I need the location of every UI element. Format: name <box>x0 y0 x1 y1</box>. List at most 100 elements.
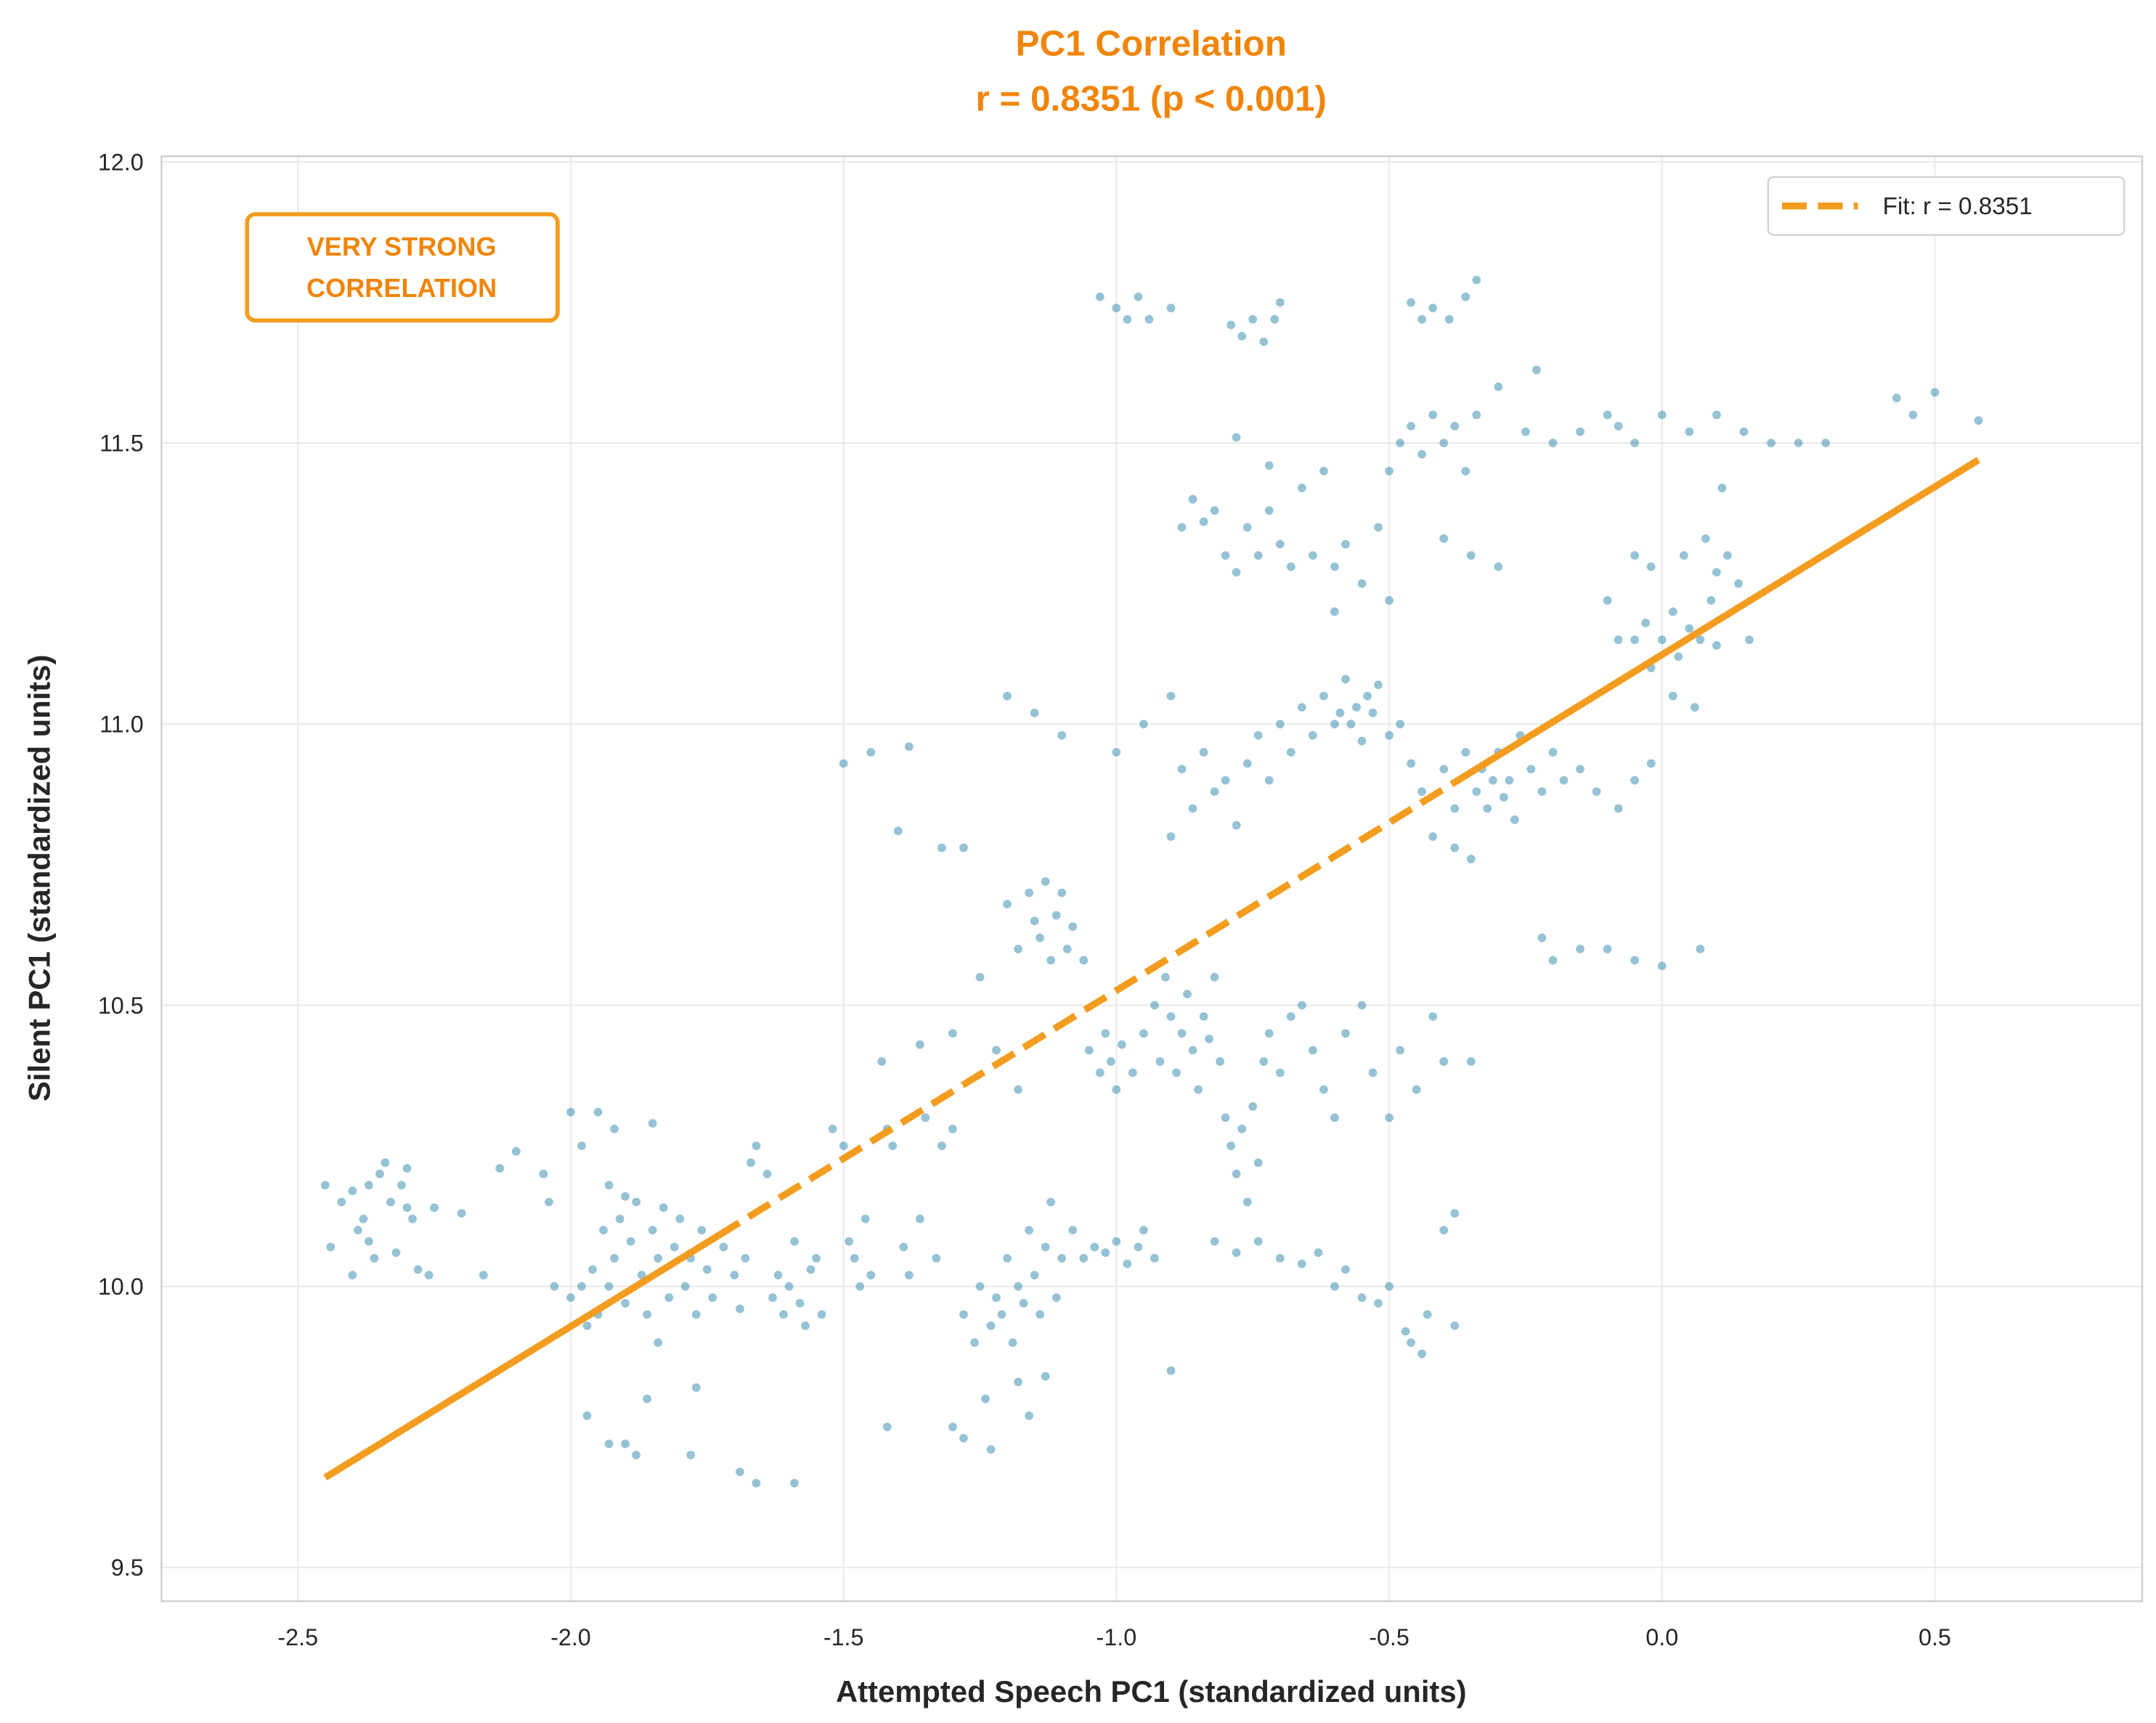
data-point <box>1466 855 1476 864</box>
x-tick-label: 0.0 <box>1646 1624 1678 1650</box>
data-point <box>1439 534 1449 543</box>
data-point <box>937 1141 946 1150</box>
data-point <box>1319 1085 1328 1094</box>
data-point <box>1407 759 1416 768</box>
data-point <box>1216 1057 1225 1066</box>
data-point <box>959 1433 968 1443</box>
data-point <box>1614 635 1623 645</box>
data-point <box>1139 1029 1148 1038</box>
data-point <box>1275 539 1285 549</box>
x-tick-label: -1.0 <box>1097 1624 1137 1650</box>
legend-label: Fit: r = 0.8351 <box>1883 193 2033 220</box>
data-point <box>1396 439 1404 448</box>
data-point <box>1401 1327 1410 1336</box>
legend-frame <box>1767 176 2126 236</box>
data-point <box>1444 314 1454 324</box>
data-point <box>1046 1197 1056 1207</box>
data-point <box>1128 1068 1137 1078</box>
data-point <box>1417 1349 1427 1359</box>
data-point <box>1314 1248 1323 1258</box>
data-point <box>1603 410 1612 420</box>
data-point <box>582 1321 592 1330</box>
data-point <box>1352 703 1361 712</box>
data-point <box>539 1169 548 1178</box>
data-point <box>670 1242 679 1252</box>
data-point <box>680 1282 690 1291</box>
data-point <box>948 1029 957 1038</box>
x-axis-label: Attempted Speech PC1 (standardized units… <box>836 1674 1467 1708</box>
data-point <box>1630 635 1640 645</box>
data-point <box>1199 748 1208 757</box>
data-point <box>948 1422 957 1432</box>
data-point <box>1112 1237 1121 1246</box>
data-point <box>1668 607 1677 616</box>
data-point <box>1155 1057 1165 1066</box>
data-point <box>348 1186 357 1195</box>
data-point <box>1657 961 1667 971</box>
y-tick-label: 10.5 <box>98 993 144 1019</box>
data-point <box>320 1181 330 1190</box>
data-point <box>1685 624 1694 633</box>
data-point <box>430 1203 439 1213</box>
data-point <box>1696 635 1705 645</box>
data-point <box>1335 708 1345 717</box>
y-tick-label: 12.0 <box>98 149 144 175</box>
data-point <box>1745 635 1754 645</box>
data-point <box>1041 877 1050 887</box>
data-point <box>1717 484 1727 492</box>
data-point <box>1385 1113 1394 1123</box>
data-point <box>348 1271 357 1280</box>
data-point <box>1712 410 1721 420</box>
data-point <box>866 1271 876 1280</box>
data-point <box>1275 298 1285 307</box>
data-point <box>626 1237 635 1246</box>
data-point <box>1974 416 1983 425</box>
data-point <box>779 1310 788 1319</box>
data-point <box>664 1293 674 1303</box>
data-point <box>1297 703 1306 712</box>
data-point <box>1407 1338 1416 1347</box>
data-point <box>1374 1299 1383 1308</box>
data-point <box>632 1197 641 1207</box>
data-point <box>632 1451 641 1459</box>
data-point <box>861 1214 870 1223</box>
data-point <box>604 1282 614 1291</box>
data-point <box>1488 775 1497 785</box>
data-point <box>1407 298 1416 307</box>
data-point <box>1385 730 1394 740</box>
data-point <box>1297 484 1306 492</box>
data-point <box>1417 314 1427 324</box>
data-point <box>1308 1046 1317 1055</box>
x-tick-label: 0.5 <box>1919 1624 1951 1650</box>
data-point <box>1385 1282 1394 1291</box>
data-point <box>1210 506 1219 515</box>
data-point <box>801 1321 810 1330</box>
data-point <box>550 1282 559 1291</box>
data-point <box>1630 775 1640 785</box>
data-point <box>992 1046 1001 1055</box>
data-point <box>1101 1029 1110 1038</box>
data-point <box>795 1299 805 1308</box>
data-point <box>904 1271 914 1280</box>
data-point <box>1139 720 1148 729</box>
data-point <box>866 748 876 757</box>
data-point <box>1008 1338 1017 1347</box>
data-point <box>1253 551 1263 560</box>
data-point <box>1264 506 1274 515</box>
data-point <box>381 1158 390 1168</box>
data-point <box>1412 1085 1421 1094</box>
data-point <box>402 1203 412 1213</box>
data-point <box>1095 1068 1105 1078</box>
data-point <box>747 1158 755 1168</box>
data-point <box>970 1338 979 1347</box>
data-point <box>1025 888 1034 897</box>
scatter-points <box>320 275 1983 1488</box>
data-point <box>359 1214 368 1223</box>
data-point <box>1253 730 1263 740</box>
data-point <box>1472 787 1481 797</box>
data-point <box>326 1242 335 1252</box>
data-point <box>1701 534 1710 543</box>
data-point <box>1166 304 1176 313</box>
tick-labels: -2.5 -2.0 -1.5 -1.0 -0.5 0.0 0.5 9.5 10.0 10.5 11.… <box>98 149 1951 1650</box>
